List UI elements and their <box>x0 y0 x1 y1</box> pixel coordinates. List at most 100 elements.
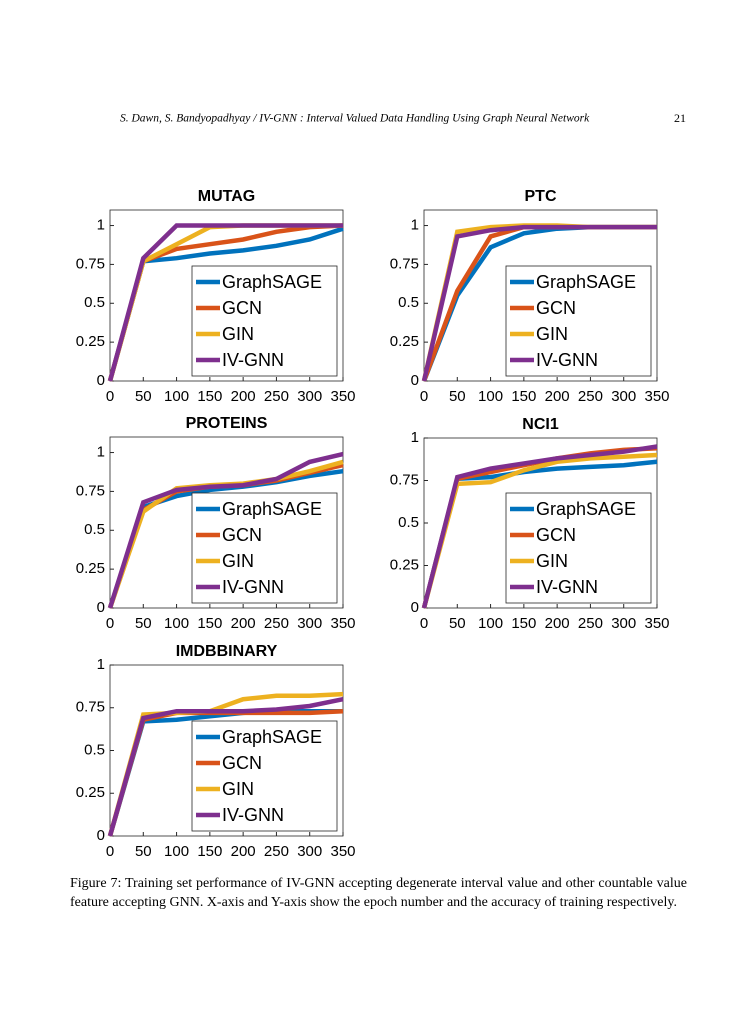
x-tick-label: 50 <box>135 615 152 632</box>
y-tick-label: 1 <box>411 429 419 446</box>
legend-label: GCN <box>222 525 262 545</box>
x-tick-label: 250 <box>264 843 289 860</box>
y-tick-label: 0.75 <box>390 471 419 488</box>
x-tick-label: 300 <box>297 388 322 405</box>
x-tick-label: 0 <box>420 388 428 405</box>
y-tick-label: 0 <box>97 827 105 844</box>
x-tick-label: 300 <box>611 388 636 405</box>
x-tick-label: 150 <box>197 615 222 632</box>
x-tick-label: 150 <box>197 843 222 860</box>
x-tick-label: 50 <box>449 615 466 632</box>
x-tick-label: 300 <box>297 843 322 860</box>
y-tick-label: 0.75 <box>76 255 105 272</box>
y-tick-label: 1 <box>411 217 419 234</box>
chart-title: PROTEINS <box>186 415 268 432</box>
x-tick-label: 150 <box>511 388 536 405</box>
x-tick-label: 50 <box>449 388 466 405</box>
legend-label: GIN <box>222 779 254 799</box>
y-tick-label: 0.25 <box>390 333 419 350</box>
chart-title: MUTAG <box>198 188 255 205</box>
legend-box <box>191 492 338 604</box>
legend-label: IV-GNN <box>222 805 284 825</box>
series-line <box>421 224 657 382</box>
series-line <box>107 691 344 837</box>
x-tick-label: 0 <box>106 615 114 632</box>
y-tick-label: 0.25 <box>76 333 105 350</box>
legend-label: GIN <box>222 324 254 344</box>
x-tick-label: 200 <box>231 388 256 405</box>
x-tick-label: 0 <box>106 388 114 405</box>
x-tick-label: 200 <box>231 615 256 632</box>
legend-box <box>191 265 338 377</box>
figure-caption: Figure 7: Training set performance of IV… <box>70 876 687 910</box>
legend-label: GraphSAGE <box>222 727 322 747</box>
x-tick-label: 300 <box>611 615 636 632</box>
y-tick-label: 0.25 <box>76 560 105 577</box>
legend-label: IV-GNN <box>536 350 598 370</box>
series-line <box>107 223 343 382</box>
y-tick-label: 0 <box>411 599 419 616</box>
legend-label: IV-GNN <box>222 577 284 597</box>
y-tick-label: 0.75 <box>390 255 419 272</box>
y-tick-label: 0.5 <box>84 294 105 311</box>
x-tick-label: 350 <box>330 615 355 632</box>
legend-box <box>505 492 652 604</box>
x-tick-label: 150 <box>511 615 536 632</box>
legend-label: GCN <box>222 753 262 773</box>
x-tick-label: 100 <box>478 615 503 632</box>
x-tick-label: 150 <box>197 388 222 405</box>
x-tick-label: 350 <box>644 388 669 405</box>
x-tick-label: 100 <box>478 388 503 405</box>
chart-title: NCI1 <box>522 416 559 433</box>
x-tick-label: 0 <box>106 843 114 860</box>
x-tick-label: 50 <box>135 843 152 860</box>
series-line <box>421 444 658 609</box>
y-tick-label: 0.75 <box>76 699 105 716</box>
x-tick-label: 300 <box>297 615 322 632</box>
legend-label: GraphSAGE <box>536 499 636 519</box>
y-tick-label: 0 <box>97 599 105 616</box>
x-tick-label: 200 <box>545 615 570 632</box>
legend-label: GCN <box>536 298 576 318</box>
legend-label: GraphSAGE <box>222 499 322 519</box>
x-tick-label: 0 <box>420 615 428 632</box>
legend-label: GCN <box>222 298 262 318</box>
y-tick-label: 0.5 <box>84 521 105 538</box>
series-line <box>421 452 658 609</box>
x-tick-label: 50 <box>135 388 152 405</box>
x-tick-label: 350 <box>330 843 355 860</box>
x-tick-label: 250 <box>578 615 603 632</box>
x-tick-label: 250 <box>264 388 289 405</box>
y-tick-label: 1 <box>97 217 105 234</box>
legend-label: IV-GNN <box>536 577 598 597</box>
page-number: 21 <box>674 111 686 125</box>
legend-label: IV-GNN <box>222 350 284 370</box>
y-tick-label: 0.75 <box>76 482 105 499</box>
running-header: S. Dawn, S. Bandyopadhyay / IV-GNN : Int… <box>120 113 590 125</box>
x-tick-label: 200 <box>545 388 570 405</box>
x-tick-label: 250 <box>264 615 289 632</box>
y-tick-label: 0.5 <box>398 514 419 531</box>
x-tick-label: 350 <box>644 615 669 632</box>
x-tick-label: 350 <box>330 388 355 405</box>
y-tick-label: 0 <box>411 372 419 389</box>
y-tick-label: 0.5 <box>84 741 105 758</box>
legend-box <box>191 720 338 832</box>
y-tick-label: 0.25 <box>76 784 105 801</box>
chart-title: IMDBBINARY <box>176 643 278 660</box>
x-tick-label: 100 <box>164 615 189 632</box>
x-tick-label: 250 <box>578 388 603 405</box>
legend-label: GIN <box>536 324 568 344</box>
y-tick-label: 1 <box>97 656 105 673</box>
y-tick-label: 0 <box>97 372 105 389</box>
legend-label: GIN <box>222 551 254 571</box>
legend-label: GCN <box>536 525 576 545</box>
x-tick-label: 200 <box>231 843 256 860</box>
legend-label: GIN <box>536 551 568 571</box>
y-tick-label: 0.25 <box>390 556 419 573</box>
series-line <box>107 451 344 609</box>
legend-label: GraphSAGE <box>536 272 636 292</box>
x-tick-label: 100 <box>164 388 189 405</box>
